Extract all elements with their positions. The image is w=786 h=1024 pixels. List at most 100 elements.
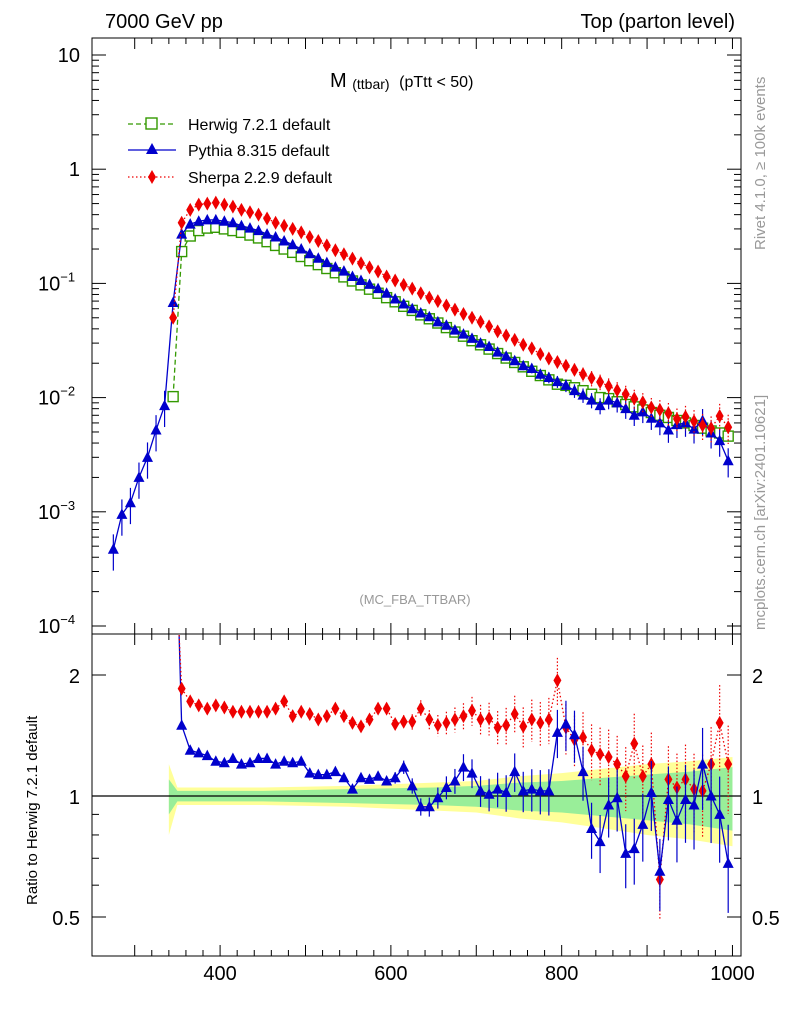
data-point <box>604 379 613 394</box>
data-point <box>305 706 314 721</box>
data-point <box>586 394 598 405</box>
data-point <box>220 700 229 715</box>
data-point <box>227 752 239 763</box>
data-point <box>312 768 324 780</box>
data-point <box>628 409 640 420</box>
x-tick-label: 1000 <box>710 963 755 985</box>
data-point <box>423 800 435 812</box>
data-point <box>577 765 589 777</box>
data-point <box>280 694 289 709</box>
data-point <box>517 784 529 796</box>
data-point <box>184 218 196 229</box>
data-point <box>553 673 562 688</box>
y-tick-label-base: 10 <box>38 616 60 638</box>
data-point <box>468 310 477 325</box>
y-tick-label-exp: −1 <box>60 269 75 284</box>
data-point <box>544 351 553 366</box>
data-point <box>280 218 289 233</box>
data-point <box>227 216 239 228</box>
x-tick-label: 800 <box>545 963 578 985</box>
data-point <box>671 814 683 825</box>
data-point <box>526 783 538 794</box>
x-tick-label: 600 <box>374 963 407 985</box>
data-point <box>312 252 324 263</box>
data-point <box>389 771 401 783</box>
data-point <box>408 714 417 729</box>
data-point <box>483 788 495 799</box>
data-point <box>620 402 632 414</box>
data-point <box>381 774 393 786</box>
data-point <box>502 718 511 733</box>
data-point <box>244 756 256 768</box>
data-point <box>587 743 596 758</box>
data-point <box>211 698 220 713</box>
data-point <box>647 400 656 415</box>
data-point <box>638 769 647 784</box>
data-point <box>287 238 299 250</box>
data-point <box>304 247 316 259</box>
data-point <box>218 756 230 768</box>
data-point <box>688 798 700 810</box>
data-point <box>133 471 145 482</box>
data-point <box>339 247 348 262</box>
data-point <box>364 278 376 289</box>
ratio-band <box>168 757 733 847</box>
data-point <box>459 709 468 724</box>
data-point <box>287 756 299 768</box>
data-point <box>356 719 365 734</box>
data-point <box>305 229 314 244</box>
data-point <box>722 454 734 466</box>
data-point <box>415 307 427 318</box>
data-point <box>364 773 376 784</box>
ratio-y-tick-label-left: 2 <box>69 666 80 688</box>
data-point <box>500 350 512 361</box>
pythia-edge-line <box>178 634 183 726</box>
data-point <box>707 421 716 436</box>
legend-herwig-marker <box>145 117 158 130</box>
data-point <box>466 767 478 778</box>
y-tick-label: 10 <box>58 45 80 67</box>
data-point <box>355 274 367 286</box>
data-point <box>408 281 417 296</box>
data-point <box>527 341 536 356</box>
data-point <box>664 406 673 421</box>
data-point <box>509 354 521 366</box>
data-point <box>577 389 589 400</box>
data-point <box>374 701 383 716</box>
data-point <box>278 755 290 766</box>
legend-sherpa-marker <box>148 170 156 184</box>
data-point <box>509 765 521 777</box>
data-point <box>406 779 418 791</box>
data-point <box>611 791 623 803</box>
data-point <box>536 715 545 730</box>
data-point <box>237 202 246 217</box>
data-point <box>193 746 205 758</box>
y-tick-label-exp: −4 <box>60 612 75 627</box>
data-point <box>568 384 580 396</box>
data-point <box>638 395 647 410</box>
data-point <box>544 712 553 727</box>
data-point <box>662 424 674 435</box>
data-point <box>194 698 203 713</box>
data-point <box>271 701 280 716</box>
data-point <box>211 195 220 210</box>
data-point <box>621 769 630 784</box>
data-point <box>442 715 451 730</box>
data-point <box>621 387 630 402</box>
data-point <box>398 298 410 309</box>
series-line <box>172 201 729 429</box>
data-point <box>167 296 179 308</box>
data-point <box>579 730 588 745</box>
legend-pythia-label: Pythia 8.315 default <box>188 143 330 160</box>
data-point <box>714 808 726 819</box>
data-point <box>203 701 212 716</box>
data-point <box>263 704 272 719</box>
y-tick-label: 10−3 <box>38 498 75 524</box>
y-tick-label: 10−2 <box>38 384 75 410</box>
data-point <box>245 704 254 719</box>
data-point <box>449 774 461 786</box>
data-point <box>381 287 393 298</box>
data-point <box>235 758 247 769</box>
data-point <box>169 310 178 325</box>
data-point <box>459 306 468 321</box>
